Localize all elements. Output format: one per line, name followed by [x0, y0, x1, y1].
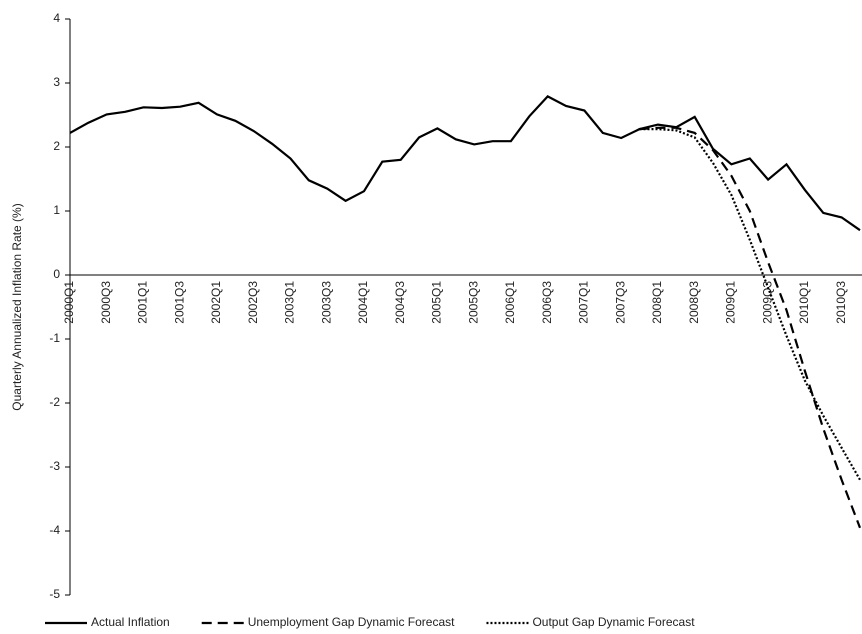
x-tick-label: 2000Q1 [62, 281, 76, 324]
x-tick-label: 2005Q1 [430, 281, 444, 324]
x-tick-label: 2004Q3 [393, 281, 407, 324]
y-tick-label: 4 [53, 11, 60, 25]
x-tick-label: 2007Q1 [577, 281, 591, 324]
y-axis-title: Quarterly Annualized Inflation Rate (%) [10, 203, 24, 410]
x-tick-label: 2002Q1 [209, 281, 223, 324]
x-tick-label: 2007Q3 [613, 281, 627, 324]
x-tick-label: 2008Q1 [650, 281, 664, 324]
x-tick-label: 2006Q1 [503, 281, 517, 324]
legend-label: Actual Inflation [91, 615, 170, 629]
x-tick-label: 2003Q3 [319, 281, 333, 324]
y-tick-label: -2 [49, 395, 60, 409]
x-tick-label: 2009Q3 [760, 281, 774, 324]
y-tick-label: -4 [49, 523, 60, 537]
x-tick-label: 2005Q3 [466, 281, 480, 324]
x-tick-label: 2004Q1 [356, 281, 370, 324]
series-line [69, 95, 861, 232]
y-tick-label: -3 [49, 459, 60, 473]
x-tick-label: 2008Q3 [687, 281, 701, 324]
y-tick-label: 2 [53, 139, 60, 153]
x-tick-label: 2009Q1 [724, 281, 738, 324]
x-tick-label: 2001Q3 [172, 281, 186, 324]
x-tick-label: 2010Q1 [797, 281, 811, 324]
legend-label: Output Gap Dynamic Forecast [532, 615, 695, 629]
x-tick-label: 2006Q3 [540, 281, 554, 324]
series-line [639, 126, 862, 529]
x-tick-label: 2000Q3 [99, 281, 113, 324]
x-tick-label: 2010Q3 [834, 281, 848, 324]
y-tick-label: 1 [53, 203, 60, 217]
series-line [639, 128, 861, 481]
x-tick-label: 2001Q1 [136, 281, 150, 324]
y-tick-label: -5 [49, 587, 60, 601]
x-tick-label: 2003Q1 [283, 281, 297, 324]
y-tick-label: -1 [49, 331, 60, 345]
y-tick-label: 3 [53, 75, 60, 89]
legend-label: Unemployment Gap Dynamic Forecast [248, 615, 455, 629]
x-tick-label: 2002Q3 [246, 281, 260, 324]
y-tick-label: 0 [53, 267, 60, 281]
